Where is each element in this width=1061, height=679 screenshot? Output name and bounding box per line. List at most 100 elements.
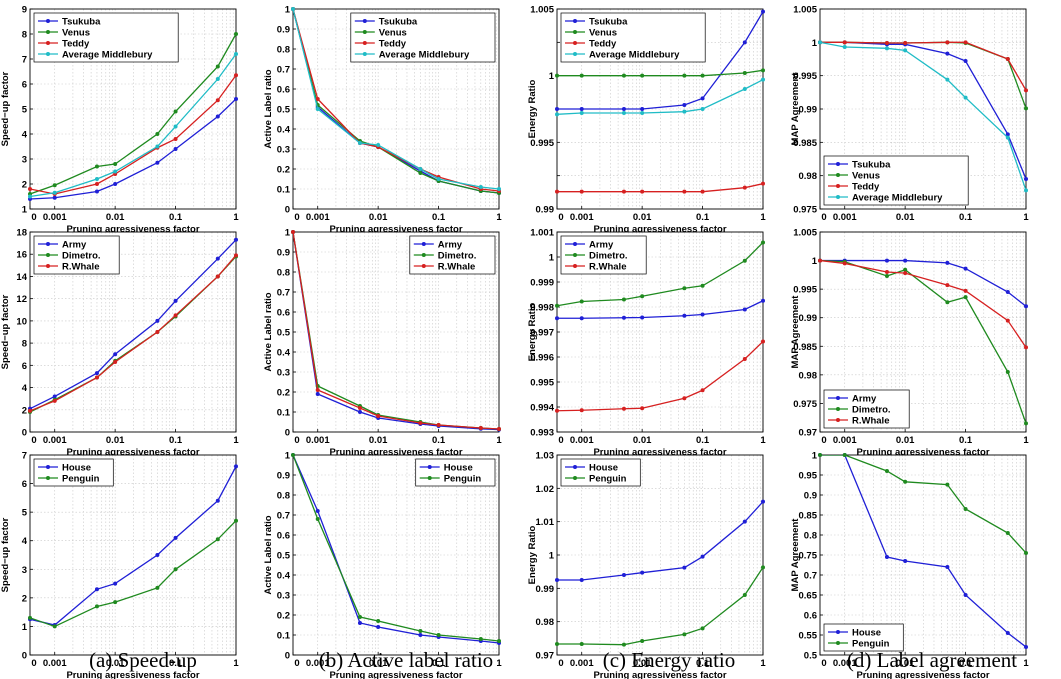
chart-3-legend-marker: [836, 173, 840, 177]
chart-1-legend-marker: [362, 41, 367, 45]
chart-6-series-0-point: [700, 312, 705, 317]
chart-7-series-2-point: [903, 271, 908, 276]
chart-6-legend-marker: [573, 264, 577, 268]
chart-2-series-0-point: [579, 107, 584, 111]
chart-10-ytick-label: 0.97: [536, 651, 555, 662]
chart-5-xtick-label: 1: [496, 435, 502, 446]
chart-4-ytick-label: 4: [22, 383, 28, 394]
chart-10-xtick-label: 0.001: [570, 658, 594, 669]
chart-4-xlabel: Pruning agressiveness factor: [66, 447, 199, 458]
chart-2-series-1-point: [640, 73, 645, 78]
chart-1-legend-label: Average Middlebury: [379, 50, 470, 61]
chart-6-series-2-point: [761, 339, 765, 344]
chart-3-legend-label: Tsukuba: [852, 160, 891, 171]
chart-11-series-1-point: [963, 507, 968, 511]
chart-2-ytick-label: 1: [549, 71, 555, 82]
chart-4-series-0-point: [155, 318, 160, 323]
chart-11-ytick-label: 0.7: [804, 571, 817, 582]
chart-10-series-0-point: [742, 519, 747, 524]
chart-2-series-0-point: [555, 107, 559, 111]
chart-1-xtick-label: 0.1: [432, 212, 446, 223]
chart-7-frame: [819, 231, 1027, 433]
chart-5: 00.10.20.30.40.50.60.70.80.910 0.001 0.01 0…: [263, 228, 502, 459]
chart-6-series-2-point: [621, 406, 626, 411]
chart-2-legend-box: [560, 12, 706, 63]
chart-8-xlabel: Pruning agressiveness factor: [66, 670, 199, 679]
chart-3-series-2-point: [884, 41, 889, 45]
chart-2-legend-label: Tsukuba: [589, 17, 628, 28]
chart-6-ytick-label: 0.994: [530, 403, 554, 414]
chart-7-series-1-point: [884, 274, 889, 278]
chart-0-ytick-label: 4: [22, 130, 28, 141]
chart-0-series-2-point: [28, 187, 32, 191]
chart-11-xtick-label: 1: [1023, 658, 1029, 669]
chart-10-ylabel: Energy Ratio: [527, 526, 538, 585]
chart-4-legend-label: R.Whale: [62, 262, 99, 273]
chart-10-series-1-point: [555, 642, 559, 646]
chart-10-series-1-point: [640, 639, 645, 643]
chart-1-xtick-label: 0.001: [306, 212, 330, 223]
chart-4-legend-label: Dimetro.: [62, 251, 101, 262]
chart-2-series-3-point: [700, 107, 705, 111]
chart-10-xlabel: Pruning agressiveness factor: [593, 670, 726, 679]
chart-0-ytick-label: 6: [22, 80, 27, 91]
chart-6-series-2-point: [640, 406, 645, 411]
chart-7-series-2-point: [1005, 318, 1010, 323]
chart-9-series-1-point: [436, 633, 441, 637]
chart-11-legend-box: [823, 623, 904, 652]
chart-9-xtick-label: 1: [496, 658, 502, 669]
chart-8-series-0-line: [30, 466, 236, 626]
chart-2-legend-label: Teddy: [589, 39, 617, 50]
chart-3-xtick-label: 0.001: [833, 212, 857, 223]
chart-3-series-0-point: [1005, 132, 1010, 137]
chart-7-ytick-label: 0.97: [799, 428, 818, 439]
chart-2-series-0-point: [640, 107, 645, 111]
chart-11-series-0-point: [903, 559, 908, 563]
chart-7-series-1-point: [963, 295, 968, 300]
chart-8-series-1-point: [234, 518, 238, 523]
chart-9-ytick-label: 0: [285, 651, 290, 662]
chart-4-series-0-point: [173, 298, 178, 303]
chart-3-series-3-point: [1024, 188, 1028, 193]
chart-9-ytick-label: 0.6: [277, 531, 290, 542]
chart-7-series-1-point: [1024, 421, 1028, 426]
chart-5-xtick-label: 0.01: [369, 435, 388, 446]
chart-10-xtick-label: 0: [558, 658, 563, 669]
chart-8-series-1-point: [113, 600, 118, 605]
chart-10-series-0-point: [555, 578, 559, 582]
chart-4-ytick-label: 12: [16, 294, 27, 305]
chart-2-series-1-point: [555, 73, 559, 78]
chart-8-frame: [29, 454, 237, 656]
chart-9-series-1-point: [376, 619, 381, 623]
chart-10-series-1-point: [700, 626, 705, 631]
chart-3-series-0-point: [945, 51, 950, 56]
chart-7-legend-label: R.Whale: [852, 416, 889, 427]
chart-0-xtick-label: 0.1: [169, 212, 183, 223]
chart-6-ytick-label: 0.997: [530, 328, 554, 339]
chart-6-xtick-label: 0.01: [633, 435, 652, 446]
chart-2-series-2-point: [700, 189, 705, 194]
chart-10-series-0-point: [621, 573, 626, 577]
chart-2-series-0-point: [700, 96, 705, 101]
chart-1-ytick-label: 0.1: [277, 185, 291, 196]
chart-4-ytick-label: 10: [16, 316, 27, 327]
chart-5-ylabel: Active Label ratio: [263, 292, 274, 371]
chart-0-series-3-point: [52, 190, 57, 195]
chart-2-xtick-label: 0.001: [570, 212, 594, 223]
chart-10: 0.97 0.98 0.99 1 1.01 1.02 1.03 0 0.001 0.01 0.1 1 P…: [527, 451, 766, 679]
chart-6-ytick-label: 0.996: [530, 353, 554, 364]
chart-2-xtick-label: 0.01: [633, 212, 652, 223]
chart-0-series-0-point: [113, 182, 118, 186]
chart-7-ylabel: MAP Agreement: [790, 295, 801, 369]
chart-2-series-0-point: [761, 9, 765, 14]
chart-0-series-2-point: [215, 98, 220, 103]
chart-5-xlabel: Pruning agressiveness factor: [329, 447, 462, 458]
chart-5-series-2-point: [315, 388, 320, 392]
chart-3-series-3-point: [963, 95, 968, 100]
chart-11-series-0-point: [1005, 631, 1010, 635]
chart-10-ytick-label: 1.01: [536, 517, 555, 528]
chart-8-xtick-label: 0.1: [169, 658, 183, 669]
